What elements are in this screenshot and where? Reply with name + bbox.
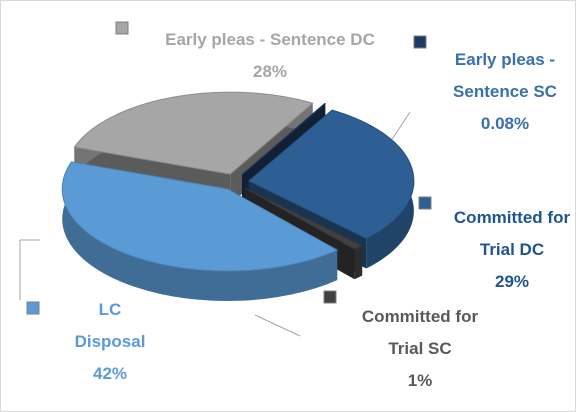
legend-key (413, 35, 427, 49)
legend-key (26, 301, 40, 315)
category-label: Committed for Trial DC (453, 208, 571, 259)
category-label: Early pleas - Sentence SC (453, 50, 557, 101)
legend-key (418, 196, 432, 210)
data-label: Committed for Trial SC 1% (360, 301, 480, 397)
leader-line (254, 314, 301, 337)
data-label: Early pleas - Sentence SC 0.08% (445, 44, 565, 140)
slice-side (62, 161, 338, 301)
slice-side (354, 245, 363, 280)
legend-key (323, 290, 337, 304)
value-label: 0.08% (480, 114, 530, 133)
category-label: LC Disposal (74, 300, 146, 351)
category-label: Early pleas - Sentence DC (165, 30, 375, 49)
data-label: LC Disposal 42% (65, 294, 155, 390)
slice (241, 103, 327, 176)
slice (244, 187, 364, 250)
category-label: Committed for Trial SC (361, 307, 479, 358)
slice (247, 109, 415, 240)
value-label: 1% (407, 371, 433, 390)
slice (73, 91, 314, 175)
legend-key (115, 21, 129, 35)
data-label: Early pleas - Sentence DC 28% (145, 24, 395, 88)
data-label: Committed for Trial DC 29% (452, 202, 572, 298)
value-label: 29% (494, 272, 530, 291)
value-label: 42% (92, 364, 128, 383)
value-label: 28% (252, 62, 288, 81)
slice (61, 161, 339, 272)
